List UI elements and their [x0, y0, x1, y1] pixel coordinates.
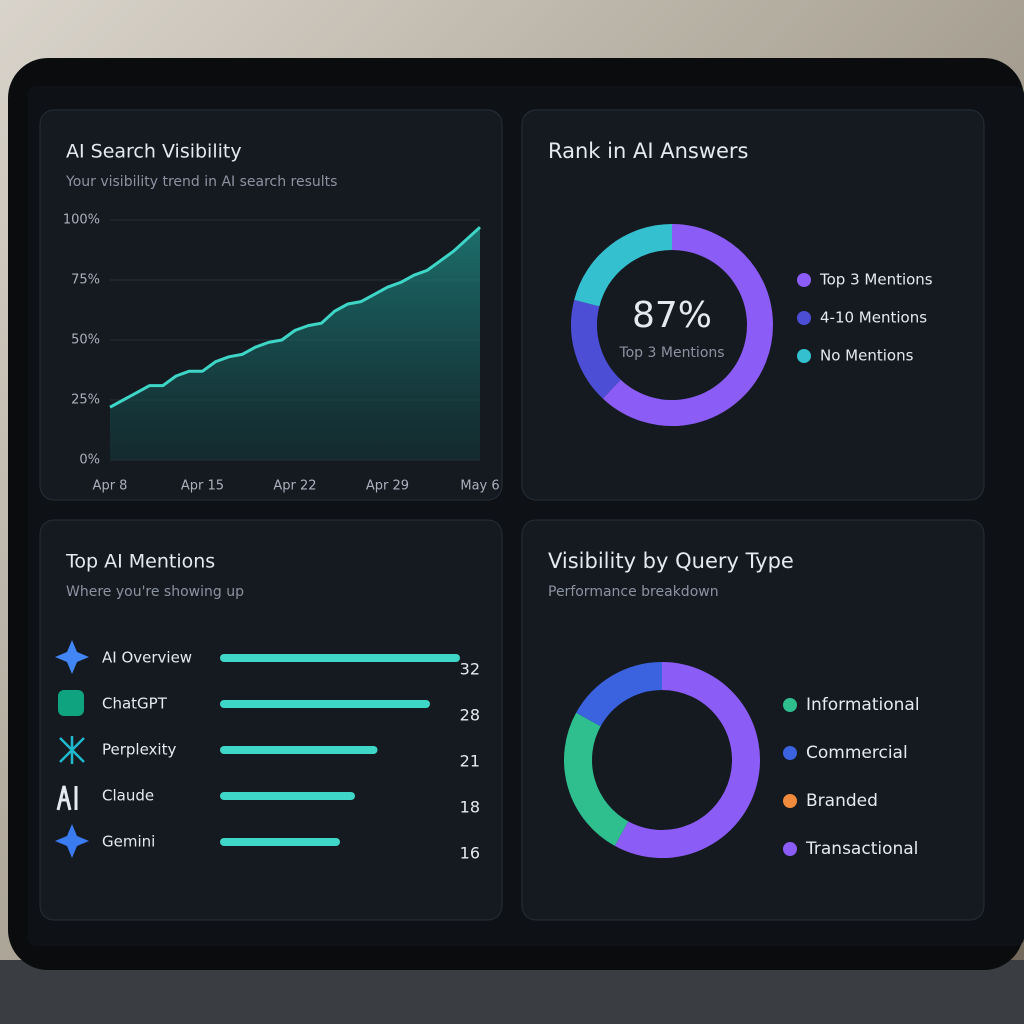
keyboard-deck: [0, 960, 1024, 1024]
claude-icon: [56, 785, 78, 811]
x-tick-label: Apr 22: [273, 479, 316, 494]
value-label: 28: [460, 706, 480, 725]
panel-title: Rank in AI Answers: [548, 139, 748, 163]
donut-segment: [571, 299, 621, 399]
legend-swatch: [783, 794, 797, 808]
legend-label: Commercial: [806, 743, 908, 763]
legend-swatch: [783, 746, 797, 760]
value-label: 21: [460, 752, 480, 771]
legend-swatch: [783, 842, 797, 856]
perplexity-icon: [59, 736, 85, 764]
legend-swatch: [783, 698, 797, 712]
legend-swatch: [797, 349, 811, 363]
legend-label: Informational: [806, 695, 920, 715]
donut-segment: [614, 662, 760, 858]
y-tick-label: 75%: [71, 273, 100, 288]
donut-segment: [564, 712, 629, 846]
panel: [521, 519, 985, 921]
value-label: 16: [460, 844, 480, 863]
gemini-icon: [55, 824, 89, 858]
panel-title: Top AI Mentions: [65, 551, 215, 573]
legend-label: Branded: [806, 791, 878, 811]
donut-segment: [576, 662, 663, 727]
legend-swatch: [797, 273, 811, 287]
legend-label: Transactional: [805, 839, 918, 859]
category-label: Claude: [102, 787, 154, 805]
bar: [220, 654, 460, 662]
center-value: 87%: [632, 295, 712, 336]
bar: [220, 700, 430, 708]
value-label: 32: [460, 660, 480, 679]
center-label: Top 3 Mentions: [618, 345, 724, 361]
legend-label: No Mentions: [820, 347, 914, 365]
y-tick-label: 0%: [79, 453, 100, 468]
category-label: AI Overview: [102, 649, 192, 667]
legend-swatch: [797, 311, 811, 325]
panel-title: AI Search Visibility: [66, 141, 242, 163]
chatgpt-icon: [58, 690, 84, 716]
x-tick-label: Apr 29: [366, 479, 409, 494]
donut-segment: [574, 224, 673, 307]
y-tick-label: 50%: [71, 333, 100, 348]
value-label: 18: [460, 798, 480, 817]
ai-overview-icon: [55, 640, 89, 674]
category-label: Gemini: [102, 833, 155, 851]
panel-subtitle: Your visibility trend in AI search resul…: [65, 174, 337, 190]
x-tick-label: May 6: [460, 479, 499, 494]
donut-segment: [602, 224, 773, 426]
panel-title: Visibility by Query Type: [548, 549, 794, 573]
trend-line: [109, 226, 482, 409]
panel-subtitle: Where you're showing up: [66, 584, 244, 600]
bar: [220, 792, 355, 800]
panel: [39, 519, 503, 921]
x-tick-label: Apr 8: [93, 479, 128, 494]
legend-label: Top 3 Mentions: [819, 271, 933, 289]
bar: [220, 838, 340, 846]
x-tick-label: Apr 15: [181, 479, 224, 494]
panel-subtitle: Performance breakdown: [548, 584, 719, 600]
y-tick-label: 25%: [71, 393, 100, 408]
y-tick-label: 100%: [63, 213, 100, 228]
legend-label: 4-10 Mentions: [820, 309, 927, 327]
category-label: Perplexity: [102, 741, 176, 759]
category-label: ChatGPT: [102, 695, 168, 713]
area-fill: [110, 227, 480, 460]
bar: [220, 746, 378, 754]
